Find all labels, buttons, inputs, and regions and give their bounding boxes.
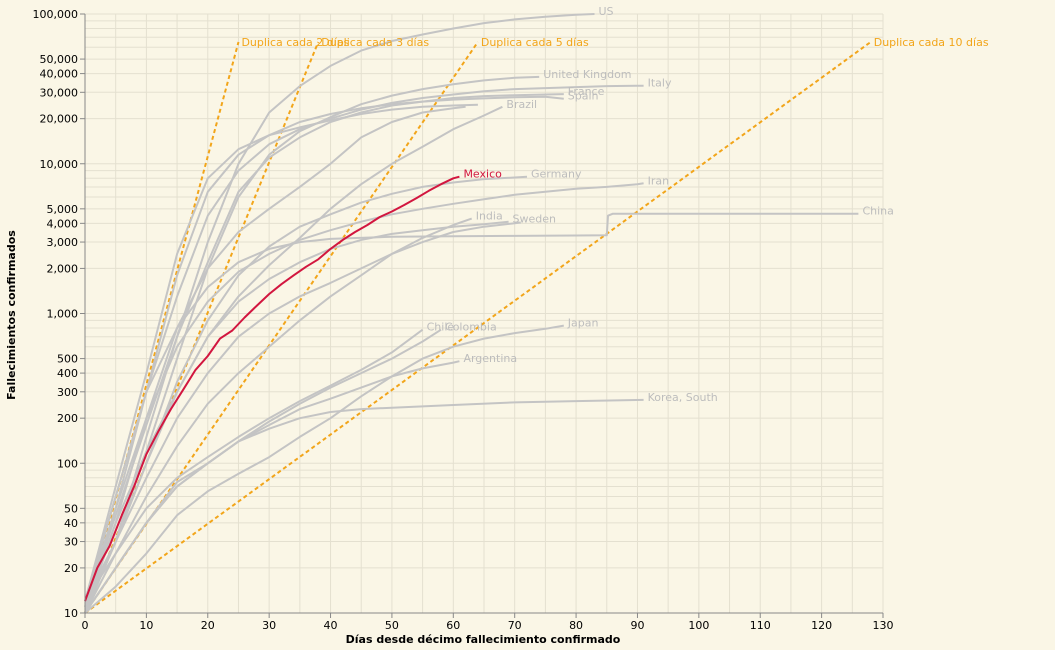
reference-line-label: Duplica cada 5 días xyxy=(481,36,589,49)
grid-layer xyxy=(84,13,884,614)
series-label: Argentina xyxy=(463,352,517,365)
series-label: Sweden xyxy=(513,213,556,226)
x-tick-label: 110 xyxy=(750,619,771,632)
series-line xyxy=(84,105,466,614)
y-tick-label: 10 xyxy=(64,607,78,620)
axes: 0 10 20 30 40 50 60 70 80 90 100 110 120 130 10 20 30 40 5… xyxy=(33,8,894,632)
series-label: US xyxy=(598,5,613,18)
reference-line-label: Duplica cada 10 días xyxy=(874,36,989,49)
y-tick-label: 5,000 xyxy=(47,203,79,216)
y-tick-label: 200 xyxy=(57,412,78,425)
series-label: Iran xyxy=(648,174,670,187)
y-tick-label: 40,000 xyxy=(40,68,79,81)
reference-line-label: Duplica cada 2 días xyxy=(241,36,349,49)
x-tick-label: 80 xyxy=(569,619,583,632)
series-label: France xyxy=(568,85,605,98)
y-tick-label: 20,000 xyxy=(40,113,79,126)
x-tick-label: 60 xyxy=(446,619,460,632)
series-label: Mexico xyxy=(463,168,502,181)
series-line xyxy=(84,217,473,614)
y-tick-label: 3,000 xyxy=(47,236,79,249)
y-tick-label: 30 xyxy=(64,536,78,549)
series-label: Germany xyxy=(531,168,582,181)
x-tick-label: 130 xyxy=(873,619,894,632)
series-line xyxy=(84,105,503,608)
x-tick-label: 100 xyxy=(688,619,709,632)
y-tick-label: 500 xyxy=(57,353,78,366)
y-tick-label: 100 xyxy=(57,457,78,470)
reference-lines xyxy=(84,41,872,614)
series-line xyxy=(84,220,509,614)
series-label: India xyxy=(476,210,503,223)
y-axis-title: Fallecimientos confirmados xyxy=(5,230,18,400)
series-label: Korea, South xyxy=(648,391,718,404)
x-tick-label: 10 xyxy=(139,619,153,632)
series-label: Chile xyxy=(427,321,455,334)
series-line xyxy=(84,328,424,602)
y-tick-label: 50,000 xyxy=(40,53,79,66)
series-label: Italy xyxy=(648,77,672,90)
x-tick-label: 90 xyxy=(630,619,644,632)
series-line xyxy=(84,221,521,614)
x-tick-label: 40 xyxy=(324,619,338,632)
series-line xyxy=(84,84,644,602)
series-line xyxy=(84,324,564,614)
reference-line xyxy=(84,41,240,614)
series-label: Brazil xyxy=(506,98,537,111)
series-label: United Kingdom xyxy=(543,68,631,81)
y-tick-label: 30,000 xyxy=(40,86,79,99)
series-line xyxy=(84,93,564,608)
series-line xyxy=(84,95,564,614)
series-label: China xyxy=(862,205,893,218)
reference-line-label: Duplica cada 3 días xyxy=(321,36,429,49)
y-tick-label: 1,000 xyxy=(47,308,79,321)
y-tick-label: 40 xyxy=(64,517,78,530)
y-tick-label: 20 xyxy=(64,562,78,575)
series-line xyxy=(84,175,460,602)
y-tick-label: 100,000 xyxy=(33,8,79,21)
x-tick-label: 20 xyxy=(201,619,215,632)
series-line xyxy=(84,175,528,602)
series-line xyxy=(84,398,644,614)
series-lines xyxy=(84,13,859,614)
y-tick-label: 50 xyxy=(64,502,78,515)
y-tick-label: 300 xyxy=(57,386,78,399)
x-tick-label: 120 xyxy=(811,619,832,632)
y-tick-label: 4,000 xyxy=(47,217,79,230)
reference-line xyxy=(84,41,320,614)
series-label: Spain xyxy=(568,90,599,103)
x-axis-title: Días desde décimo fallecimiento confirma… xyxy=(346,633,621,646)
series-label: Colombia xyxy=(445,321,497,334)
x-tick-label: 50 xyxy=(385,619,399,632)
y-tick-label: 10,000 xyxy=(40,158,79,171)
series-line xyxy=(84,103,478,602)
x-tick-label: 70 xyxy=(508,619,522,632)
series-label: Japan xyxy=(567,317,599,330)
y-tick-label: 400 xyxy=(57,367,78,380)
reference-line xyxy=(84,41,872,614)
x-tick-label: 30 xyxy=(262,619,276,632)
x-tick-label: 0 xyxy=(82,619,89,632)
series-line xyxy=(84,212,859,602)
y-tick-label: 2,000 xyxy=(47,262,79,275)
